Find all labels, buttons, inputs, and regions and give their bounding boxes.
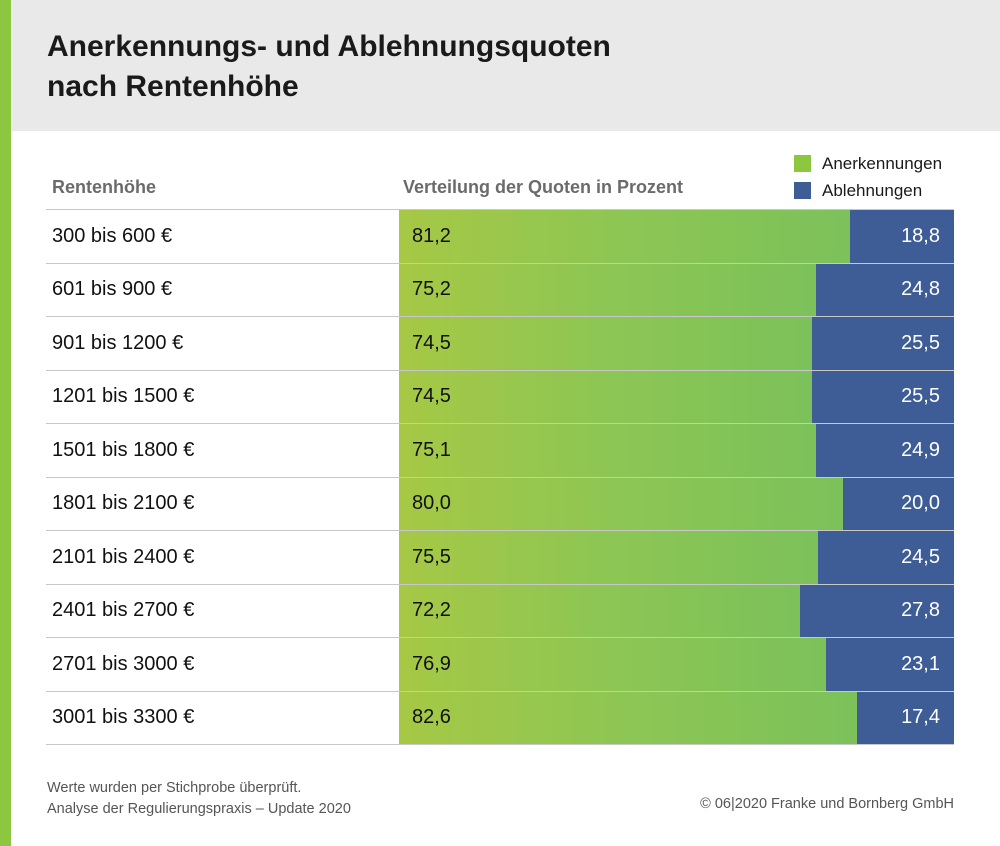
row-label-rentenhoehe: 3001 bis 3300 € xyxy=(52,706,195,729)
data-label-anerkennungen: 81,2 xyxy=(412,224,451,247)
row-label-rentenhoehe: 2701 bis 3000 € xyxy=(52,652,195,675)
legend-label: Anerkennungen xyxy=(822,153,943,173)
table-row: 2701 bis 3000 € 76,9 23,1 xyxy=(46,637,954,691)
title-line-2: nach Rentenhöhe xyxy=(47,70,299,103)
row-label-rentenhoehe: 300 bis 600 € xyxy=(52,224,173,247)
bar-anerkennungen xyxy=(399,210,850,263)
data-label-ablehnungen: 24,8 xyxy=(901,278,940,301)
bar-anerkennungen xyxy=(399,317,812,370)
data-label-anerkennungen: 76,9 xyxy=(412,652,451,675)
bar-anerkennungen xyxy=(399,584,800,637)
legend-label: Ablehnungen xyxy=(822,180,923,200)
bar-anerkennungen xyxy=(399,424,816,477)
data-label-ablehnungen: 23,1 xyxy=(901,652,940,675)
data-label-ablehnungen: 17,4 xyxy=(901,706,940,729)
row-label-rentenhoehe: 1201 bis 1500 € xyxy=(52,385,195,408)
data-label-anerkennungen: 75,2 xyxy=(412,278,451,301)
table-row: 1801 bis 2100 € 80,0 20,0 xyxy=(46,476,954,530)
bar-track: 74,5 25,5 xyxy=(399,370,954,423)
bar-ablehnungen xyxy=(850,210,954,263)
footnote-line-2: Analyse der Regulierungspraxis – Update … xyxy=(47,801,351,817)
table-row: 300 bis 600 € 81,2 18,8 xyxy=(46,209,954,263)
bar-anerkennungen xyxy=(399,638,826,691)
table-row: 601 bis 900 € 75,2 24,8 xyxy=(46,262,954,316)
data-label-ablehnungen: 24,5 xyxy=(901,545,940,568)
bar-track: 72,2 27,8 xyxy=(399,584,954,637)
table-row: 1201 bis 1500 € 74,5 25,5 xyxy=(46,369,954,423)
data-label-anerkennungen: 75,1 xyxy=(412,438,451,461)
table-row: 2401 bis 2700 € 72,2 27,8 xyxy=(46,583,954,637)
table-row: 1501 bis 1800 € 75,1 24,9 xyxy=(46,423,954,477)
footnote: Werte wurden per Stichprobe überprüft. A… xyxy=(47,778,351,820)
bar-ablehnungen xyxy=(816,263,954,316)
bar-ablehnungen xyxy=(826,638,954,691)
data-label-ablehnungen: 24,9 xyxy=(901,438,940,461)
legend: Anerkennungen Ablehnungen xyxy=(794,150,942,204)
bar-ablehnungen xyxy=(812,370,954,423)
bar-track: 74,5 25,5 xyxy=(399,317,954,370)
data-label-anerkennungen: 82,6 xyxy=(412,706,451,729)
data-label-anerkennungen: 75,5 xyxy=(412,545,451,568)
bar-ablehnungen xyxy=(843,477,954,530)
data-label-ablehnungen: 20,0 xyxy=(901,492,940,515)
bar-track: 75,1 24,9 xyxy=(399,424,954,477)
data-label-anerkennungen: 74,5 xyxy=(412,385,451,408)
data-label-anerkennungen: 72,2 xyxy=(412,599,451,622)
legend-swatch-anerkennungen xyxy=(794,155,811,172)
row-label-rentenhoehe: 601 bis 900 € xyxy=(52,278,173,301)
row-label-rentenhoehe: 1801 bis 2100 € xyxy=(52,492,195,515)
bar-anerkennungen xyxy=(399,370,812,423)
bar-track: 80,0 20,0 xyxy=(399,477,954,530)
column-header-rentenhoehe: Rentenhöhe xyxy=(52,177,157,197)
header-band xyxy=(11,0,1000,131)
data-label-anerkennungen: 80,0 xyxy=(412,492,451,515)
table-row: 901 bis 1200 € 74,5 25,5 xyxy=(46,316,954,370)
bar-ablehnungen xyxy=(800,584,954,637)
bar-anerkennungen xyxy=(399,263,816,316)
data-label-anerkennungen: 74,5 xyxy=(412,331,451,354)
bar-anerkennungen xyxy=(399,531,818,584)
legend-item-ablehnungen: Ablehnungen xyxy=(794,177,942,204)
bar-ablehnungen xyxy=(812,317,954,370)
title-line-1: Anerkennungs- und Ablehnungsquoten xyxy=(47,30,611,63)
row-label-rentenhoehe: 2101 bis 2400 € xyxy=(52,545,195,568)
bar-track: 75,2 24,8 xyxy=(399,263,954,316)
bar-track: 76,9 23,1 xyxy=(399,638,954,691)
footnote-line-1: Werte wurden per Stichprobe überprüft. xyxy=(47,780,302,796)
bar-track: 75,5 24,5 xyxy=(399,531,954,584)
column-header-verteilung: Verteilung der Quoten in Prozent xyxy=(403,177,684,197)
accent-strip xyxy=(0,0,11,846)
data-label-ablehnungen: 25,5 xyxy=(901,385,940,408)
stacked-bar-table: 300 bis 600 € 81,2 18,8 601 bis 900 € 75,2 24… xyxy=(46,209,954,745)
row-label-rentenhoehe: 901 bis 1200 € xyxy=(52,331,184,354)
legend-swatch-ablehnungen xyxy=(794,182,811,199)
legend-item-anerkennungen: Anerkennungen xyxy=(794,150,942,177)
data-label-ablehnungen: 18,8 xyxy=(901,224,940,247)
bar-anerkennungen xyxy=(399,477,843,530)
bar-ablehnungen xyxy=(816,424,954,477)
chart-title: Anerkennungs- und Ablehnungsquoten nach … xyxy=(47,27,947,107)
bar-anerkennungen xyxy=(399,691,857,744)
row-label-rentenhoehe: 1501 bis 1800 € xyxy=(52,438,195,461)
bar-ablehnungen xyxy=(818,531,954,584)
copyright: © 06|2020 Franke und Bornberg GmbH xyxy=(700,796,954,812)
data-label-ablehnungen: 25,5 xyxy=(901,331,940,354)
row-label-rentenhoehe: 2401 bis 2700 € xyxy=(52,599,195,622)
bar-track: 82,6 17,4 xyxy=(399,691,954,744)
bar-track: 81,2 18,8 xyxy=(399,210,954,263)
table-row: 2101 bis 2400 € 75,5 24,5 xyxy=(46,530,954,584)
table-row: 3001 bis 3300 € 82,6 17,4 xyxy=(46,690,954,745)
data-label-ablehnungen: 27,8 xyxy=(901,599,940,622)
bar-ablehnungen xyxy=(857,691,954,744)
